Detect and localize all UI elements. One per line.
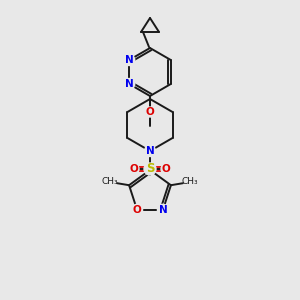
Text: O: O — [133, 205, 141, 215]
Text: S: S — [146, 163, 154, 176]
Circle shape — [145, 107, 155, 117]
Circle shape — [124, 55, 135, 65]
Circle shape — [144, 163, 156, 175]
Circle shape — [132, 204, 142, 215]
Circle shape — [145, 146, 155, 157]
Circle shape — [161, 164, 171, 174]
Circle shape — [124, 79, 135, 89]
Text: CH₃: CH₃ — [102, 177, 118, 186]
Text: N: N — [125, 79, 134, 89]
Circle shape — [158, 204, 168, 215]
Text: N: N — [159, 205, 167, 215]
Circle shape — [129, 164, 139, 174]
Text: O: O — [130, 164, 138, 174]
Text: N: N — [146, 146, 154, 156]
Text: O: O — [146, 107, 154, 117]
Text: CH₃: CH₃ — [182, 177, 198, 186]
Text: O: O — [162, 164, 170, 174]
Text: N: N — [125, 55, 134, 65]
